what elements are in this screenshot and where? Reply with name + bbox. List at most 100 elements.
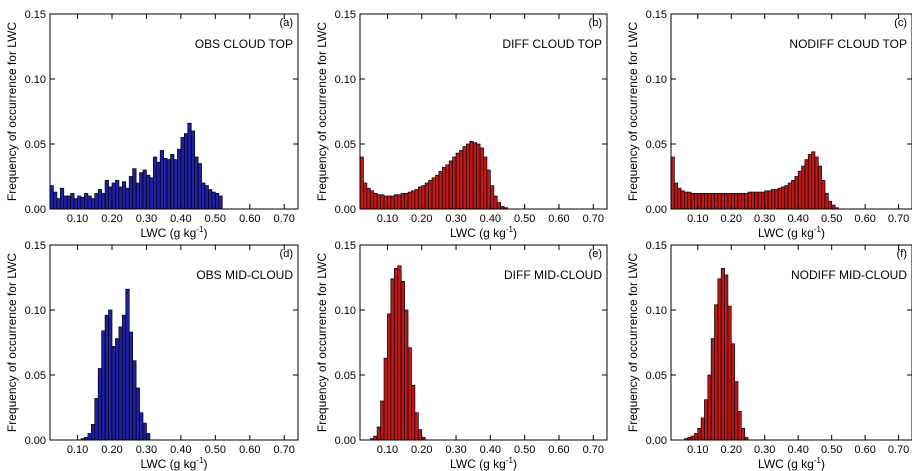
histogram-bar <box>704 399 709 441</box>
x-tick-label: 0.30 <box>754 213 775 225</box>
histogram-bar <box>197 163 202 210</box>
histogram-bar <box>727 193 732 210</box>
histogram-bar <box>724 193 729 210</box>
histogram-bar <box>190 130 196 210</box>
histogram-bar <box>673 182 679 210</box>
histogram-bar <box>794 176 799 210</box>
y-axis-title: Frequency of occurrence for LWC <box>626 22 640 202</box>
histogram-bar <box>811 151 816 210</box>
histogram-bar <box>734 193 739 210</box>
x-tick-label: 0.10 <box>377 444 398 456</box>
x-axis-title-sup: -1 <box>506 225 514 234</box>
histogram-bar <box>730 343 735 441</box>
histogram-bar <box>435 174 440 210</box>
histogram-bar <box>63 195 68 210</box>
x-axis-title: LWC (g kg-1) <box>450 456 517 471</box>
histogram-bar <box>111 182 116 210</box>
histogram-bar <box>720 268 725 441</box>
histogram-bar <box>94 193 99 210</box>
histogram-bar <box>139 412 144 441</box>
histogram-bar <box>173 159 178 210</box>
histogram-bar <box>707 193 712 210</box>
histogram-bar <box>697 427 702 441</box>
histogram-bar <box>694 433 699 441</box>
x-axis-title-end: ) <box>203 457 207 471</box>
histogram-bar <box>771 189 776 210</box>
plot-frame <box>49 244 299 441</box>
histogram-bar <box>431 177 436 210</box>
histogram-bar <box>49 185 54 210</box>
y-tick-label: 0.10 <box>646 305 667 317</box>
histogram-bar <box>373 193 378 210</box>
histogram-bar <box>445 164 450 210</box>
x-axis-title-end: ) <box>821 226 825 240</box>
chart-panel-e: 0.00 0.05 0.10 0.15 0.10 0.20 0.30 0.40 0.50 0.60… <box>315 240 608 471</box>
y-tick-label: 0.00 <box>25 435 46 447</box>
histogram-bar <box>407 347 412 441</box>
histogram-bar <box>97 189 103 210</box>
histogram-bar <box>407 191 412 210</box>
y-tick-label: 0.05 <box>25 139 46 151</box>
histogram-bar <box>459 150 464 210</box>
histogram-bar <box>727 305 732 441</box>
histogram-bar <box>118 186 123 210</box>
histogram-bar <box>128 331 134 441</box>
histogram-bar <box>70 193 75 210</box>
histogram-bar <box>359 156 364 210</box>
histogram-bar <box>697 193 702 210</box>
histogram-bar <box>115 338 120 441</box>
histogram-bar <box>411 190 416 210</box>
histogram-bar <box>690 435 695 441</box>
histogram-bar <box>476 143 481 210</box>
histogram-bar <box>720 193 725 210</box>
histogram-bar <box>414 412 419 441</box>
histogram-bar <box>66 195 72 210</box>
panel-title: OBS CLOUD TOP <box>195 37 293 51</box>
x-axis-title-base: LWC (g kg <box>450 226 506 240</box>
histogram-bar <box>717 278 722 441</box>
x-tick-label: 0.40 <box>170 213 191 225</box>
histogram-bar <box>90 424 96 441</box>
histogram-bar <box>146 433 151 441</box>
histogram-bar <box>438 170 443 210</box>
histogram-bar <box>90 198 96 210</box>
histogram-bar <box>139 172 144 210</box>
x-tick-label: 0.60 <box>548 213 569 225</box>
histogram-bar <box>80 196 85 210</box>
histogram-bar <box>764 190 769 210</box>
histogram-bar <box>827 200 833 210</box>
histogram-bar <box>118 326 123 441</box>
histogram-bar <box>87 195 92 210</box>
chart-panel-c: 0.00 0.05 0.10 0.15 0.10 0.20 0.30 0.40 0.50 0.60… <box>626 9 912 240</box>
histogram-bar <box>170 154 175 210</box>
x-tick-label: 0.70 <box>888 444 909 456</box>
panel-title: NODIFF CLOUD TOP <box>789 37 907 51</box>
y-tick-label: 0.05 <box>25 370 46 382</box>
histogram-bar <box>767 190 772 210</box>
x-tick-label: 0.20 <box>101 444 122 456</box>
histogram-bar <box>421 185 426 210</box>
x-axis-title-sup: -1 <box>196 225 204 234</box>
x-tick-label: 0.50 <box>821 444 842 456</box>
histogram-bar <box>740 193 745 210</box>
histogram-bar <box>393 268 399 441</box>
histogram-bar <box>714 304 719 441</box>
x-tick-label: 0.50 <box>514 444 535 456</box>
histogram-bar <box>821 180 826 210</box>
histogram-bar <box>455 152 460 210</box>
x-axis-title-sup: -1 <box>814 225 822 234</box>
histogram-bar <box>369 190 375 210</box>
histogram-bar <box>393 194 399 210</box>
histogram-bar <box>208 189 213 210</box>
chart-panel-f: 0.00 0.05 0.10 0.15 0.10 0.20 0.30 0.40 0.50 0.60… <box>626 240 912 471</box>
x-tick-label: 0.30 <box>445 444 466 456</box>
y-tick-label: 0.00 <box>646 435 667 447</box>
x-axis-title-base: LWC (g kg <box>141 226 197 240</box>
histogram-bar <box>417 186 423 210</box>
histogram-bar <box>747 191 752 210</box>
x-tick-label: 0.50 <box>514 213 535 225</box>
histogram-bar <box>737 193 742 210</box>
histogram-bar <box>750 191 756 210</box>
x-axis-title-base: LWC (g kg <box>758 457 814 471</box>
x-tick-label: 0.40 <box>170 444 191 456</box>
